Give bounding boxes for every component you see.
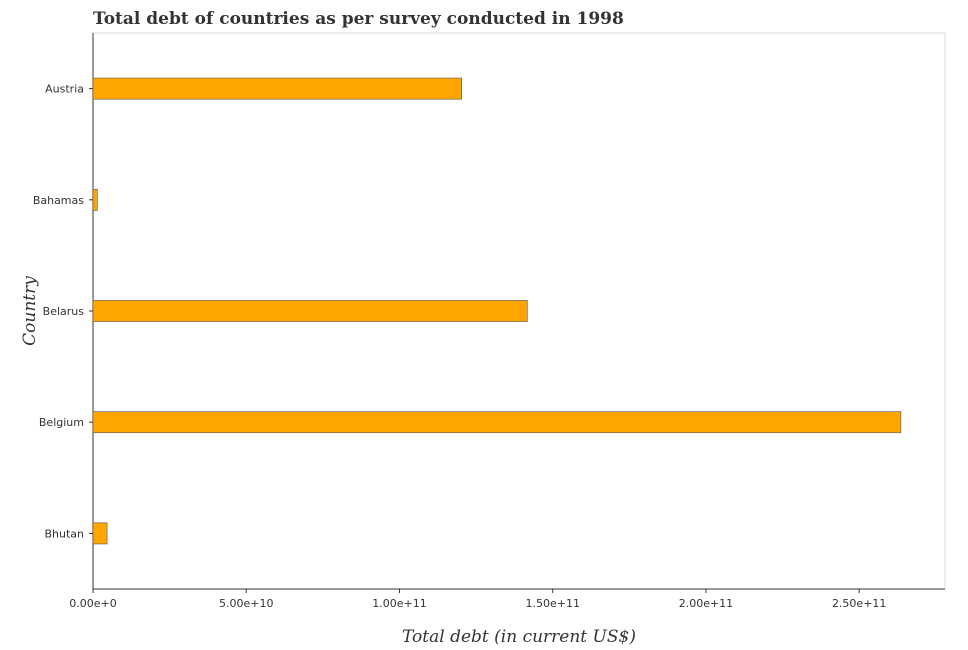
x-tick-label: 1.50e+11 <box>525 597 579 610</box>
bars-group <box>92 77 902 545</box>
x-tick-label: 1.00e+11 <box>372 597 426 610</box>
x-tick-label: 5.00e+10 <box>219 597 273 610</box>
bar-belarus <box>92 300 528 322</box>
y-tick-label: Belgium <box>39 416 84 429</box>
x-tick-label: 2.00e+11 <box>679 597 733 610</box>
x-tick-label: 2.50e+11 <box>832 597 886 610</box>
bar-belgium <box>92 411 902 434</box>
bar-bhutan <box>92 522 108 545</box>
bar-austria <box>92 77 462 100</box>
x-tick-labels: 0.00e+0 5.00e+10 1.00e+11 1.50e+11 2.00e+11 2… <box>69 589 886 610</box>
chart-title: Total debt of countries as per survey co… <box>93 9 624 29</box>
x-axis-label: Total debt (in current US$) <box>402 627 636 647</box>
y-axis-label: Country <box>20 276 40 346</box>
y-tick-label: Belarus <box>43 305 85 318</box>
y-tick-label: Bahamas <box>33 194 84 207</box>
bar-bahamas <box>92 188 98 211</box>
x-tick-label: 0.00e+0 <box>69 597 116 610</box>
y-tick-label: Austria <box>45 83 84 96</box>
y-tick-label: Bhutan <box>44 527 84 540</box>
y-tick-labels: Austria Bahamas Belarus Belgium Bhutan <box>33 83 93 540</box>
